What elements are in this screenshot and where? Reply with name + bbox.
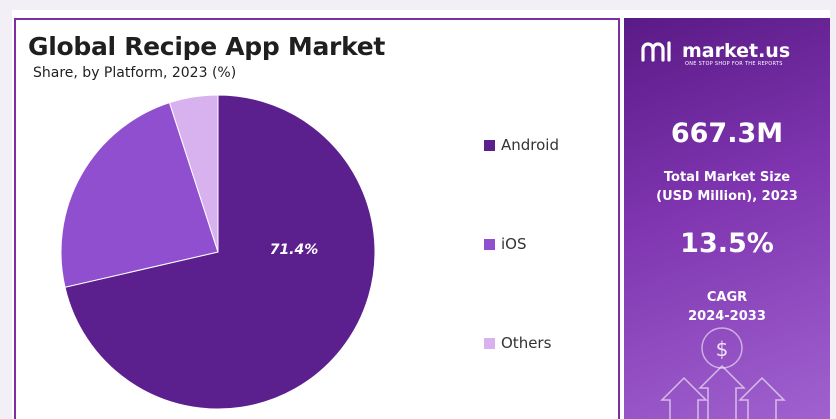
legend-item-ios: iOS <box>484 235 527 253</box>
cagr-label: CAGR 2024-2033 <box>624 288 830 326</box>
market-size-label: Total Market Size (USD Million), 2023 <box>624 168 830 206</box>
brand-tagline: ONE STOP SHOP FOR THE REPORTS <box>685 61 783 67</box>
pie-slices <box>60 94 376 410</box>
growth-arrow-left-icon <box>660 376 708 419</box>
growth-arrows-decoration: $ <box>660 327 786 419</box>
market-size-value: 667.3M <box>670 118 784 149</box>
chart-subtitle: Share, by Platform, 2023 (%) <box>33 65 237 81</box>
pie-slice-android <box>64 94 376 410</box>
legend-item-android: Android <box>484 136 559 154</box>
cagr-label-line1: CAGR <box>706 290 748 305</box>
brand-name: market.us <box>682 40 791 62</box>
pie-slice-others <box>168 94 219 253</box>
pie-chart: 71.4% <box>60 94 376 410</box>
growth-arrow-middle-icon <box>698 364 746 419</box>
outer-frame-right <box>830 0 836 419</box>
chart-title: Global Recipe App Market <box>28 32 386 61</box>
legend-label-android: Android <box>501 136 559 154</box>
dollar-coin-icon <box>701 327 743 369</box>
pie-labels: 71.4% <box>270 242 319 258</box>
legend-swatch-others <box>484 337 495 349</box>
pie-slice-ios <box>60 102 219 288</box>
legend-label-ios: iOS <box>501 235 527 253</box>
market-size-label-line1: Total Market Size <box>663 170 791 185</box>
legend-label-others: Others <box>501 334 552 352</box>
dollar-sign: $ <box>716 337 729 361</box>
cagr-value: 13.5% <box>680 228 774 259</box>
outer-frame-left <box>0 0 12 419</box>
legend-swatch-ios <box>484 238 495 250</box>
brand-logo: market.us <box>640 40 790 62</box>
data-label-android: 71.4% <box>270 242 319 258</box>
market-size-label-line2: (USD Million), 2023 <box>656 189 798 204</box>
outer-frame-top <box>0 0 836 10</box>
cagr-label-line2: 2024-2033 <box>688 309 766 324</box>
market-us-logo-icon <box>641 41 671 62</box>
legend-swatch-android <box>484 139 495 151</box>
growth-arrow-right-icon <box>738 376 786 419</box>
legend-item-others: Others <box>484 334 551 352</box>
stats-panel: market.us ONE STOP SHOP FOR THE REPORTS … <box>622 18 830 419</box>
